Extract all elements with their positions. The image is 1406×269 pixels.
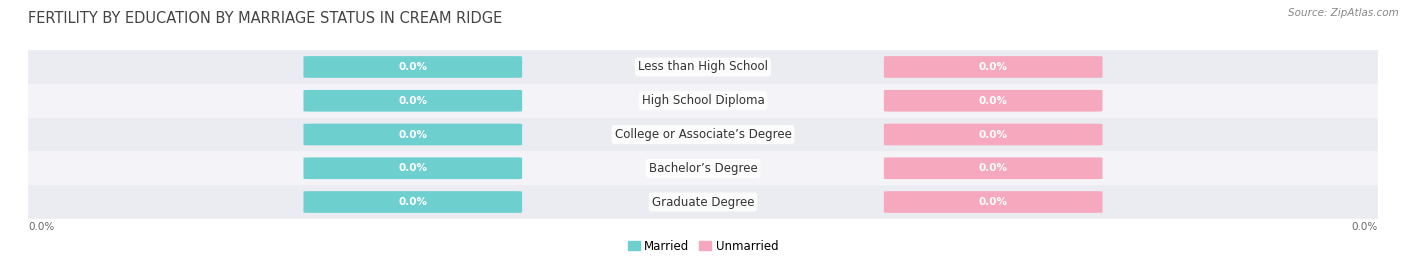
Text: 0.0%: 0.0% — [398, 163, 427, 173]
FancyBboxPatch shape — [304, 124, 522, 145]
Text: 0.0%: 0.0% — [979, 129, 1008, 140]
Text: 0.0%: 0.0% — [28, 222, 55, 232]
FancyBboxPatch shape — [884, 90, 1102, 112]
Text: FERTILITY BY EDUCATION BY MARRIAGE STATUS IN CREAM RIDGE: FERTILITY BY EDUCATION BY MARRIAGE STATU… — [28, 11, 502, 26]
FancyBboxPatch shape — [884, 56, 1102, 78]
Text: 0.0%: 0.0% — [398, 62, 427, 72]
Text: Source: ZipAtlas.com: Source: ZipAtlas.com — [1288, 8, 1399, 18]
Text: 0.0%: 0.0% — [979, 163, 1008, 173]
Text: 0.0%: 0.0% — [398, 197, 427, 207]
Text: College or Associate’s Degree: College or Associate’s Degree — [614, 128, 792, 141]
FancyBboxPatch shape — [28, 151, 1378, 185]
Text: 0.0%: 0.0% — [1351, 222, 1378, 232]
FancyBboxPatch shape — [28, 84, 1378, 118]
Text: 0.0%: 0.0% — [979, 197, 1008, 207]
FancyBboxPatch shape — [304, 191, 522, 213]
FancyBboxPatch shape — [304, 157, 522, 179]
Text: 0.0%: 0.0% — [979, 62, 1008, 72]
Text: 0.0%: 0.0% — [398, 96, 427, 106]
FancyBboxPatch shape — [28, 50, 1378, 84]
Text: High School Diploma: High School Diploma — [641, 94, 765, 107]
FancyBboxPatch shape — [304, 56, 522, 78]
Text: 0.0%: 0.0% — [979, 96, 1008, 106]
Text: 0.0%: 0.0% — [398, 129, 427, 140]
FancyBboxPatch shape — [884, 124, 1102, 145]
Legend: Married, Unmarried: Married, Unmarried — [628, 240, 778, 253]
FancyBboxPatch shape — [304, 90, 522, 112]
Text: Graduate Degree: Graduate Degree — [652, 196, 754, 208]
FancyBboxPatch shape — [884, 191, 1102, 213]
Text: Less than High School: Less than High School — [638, 61, 768, 73]
FancyBboxPatch shape — [884, 157, 1102, 179]
FancyBboxPatch shape — [28, 185, 1378, 219]
Text: Bachelor’s Degree: Bachelor’s Degree — [648, 162, 758, 175]
FancyBboxPatch shape — [28, 118, 1378, 151]
